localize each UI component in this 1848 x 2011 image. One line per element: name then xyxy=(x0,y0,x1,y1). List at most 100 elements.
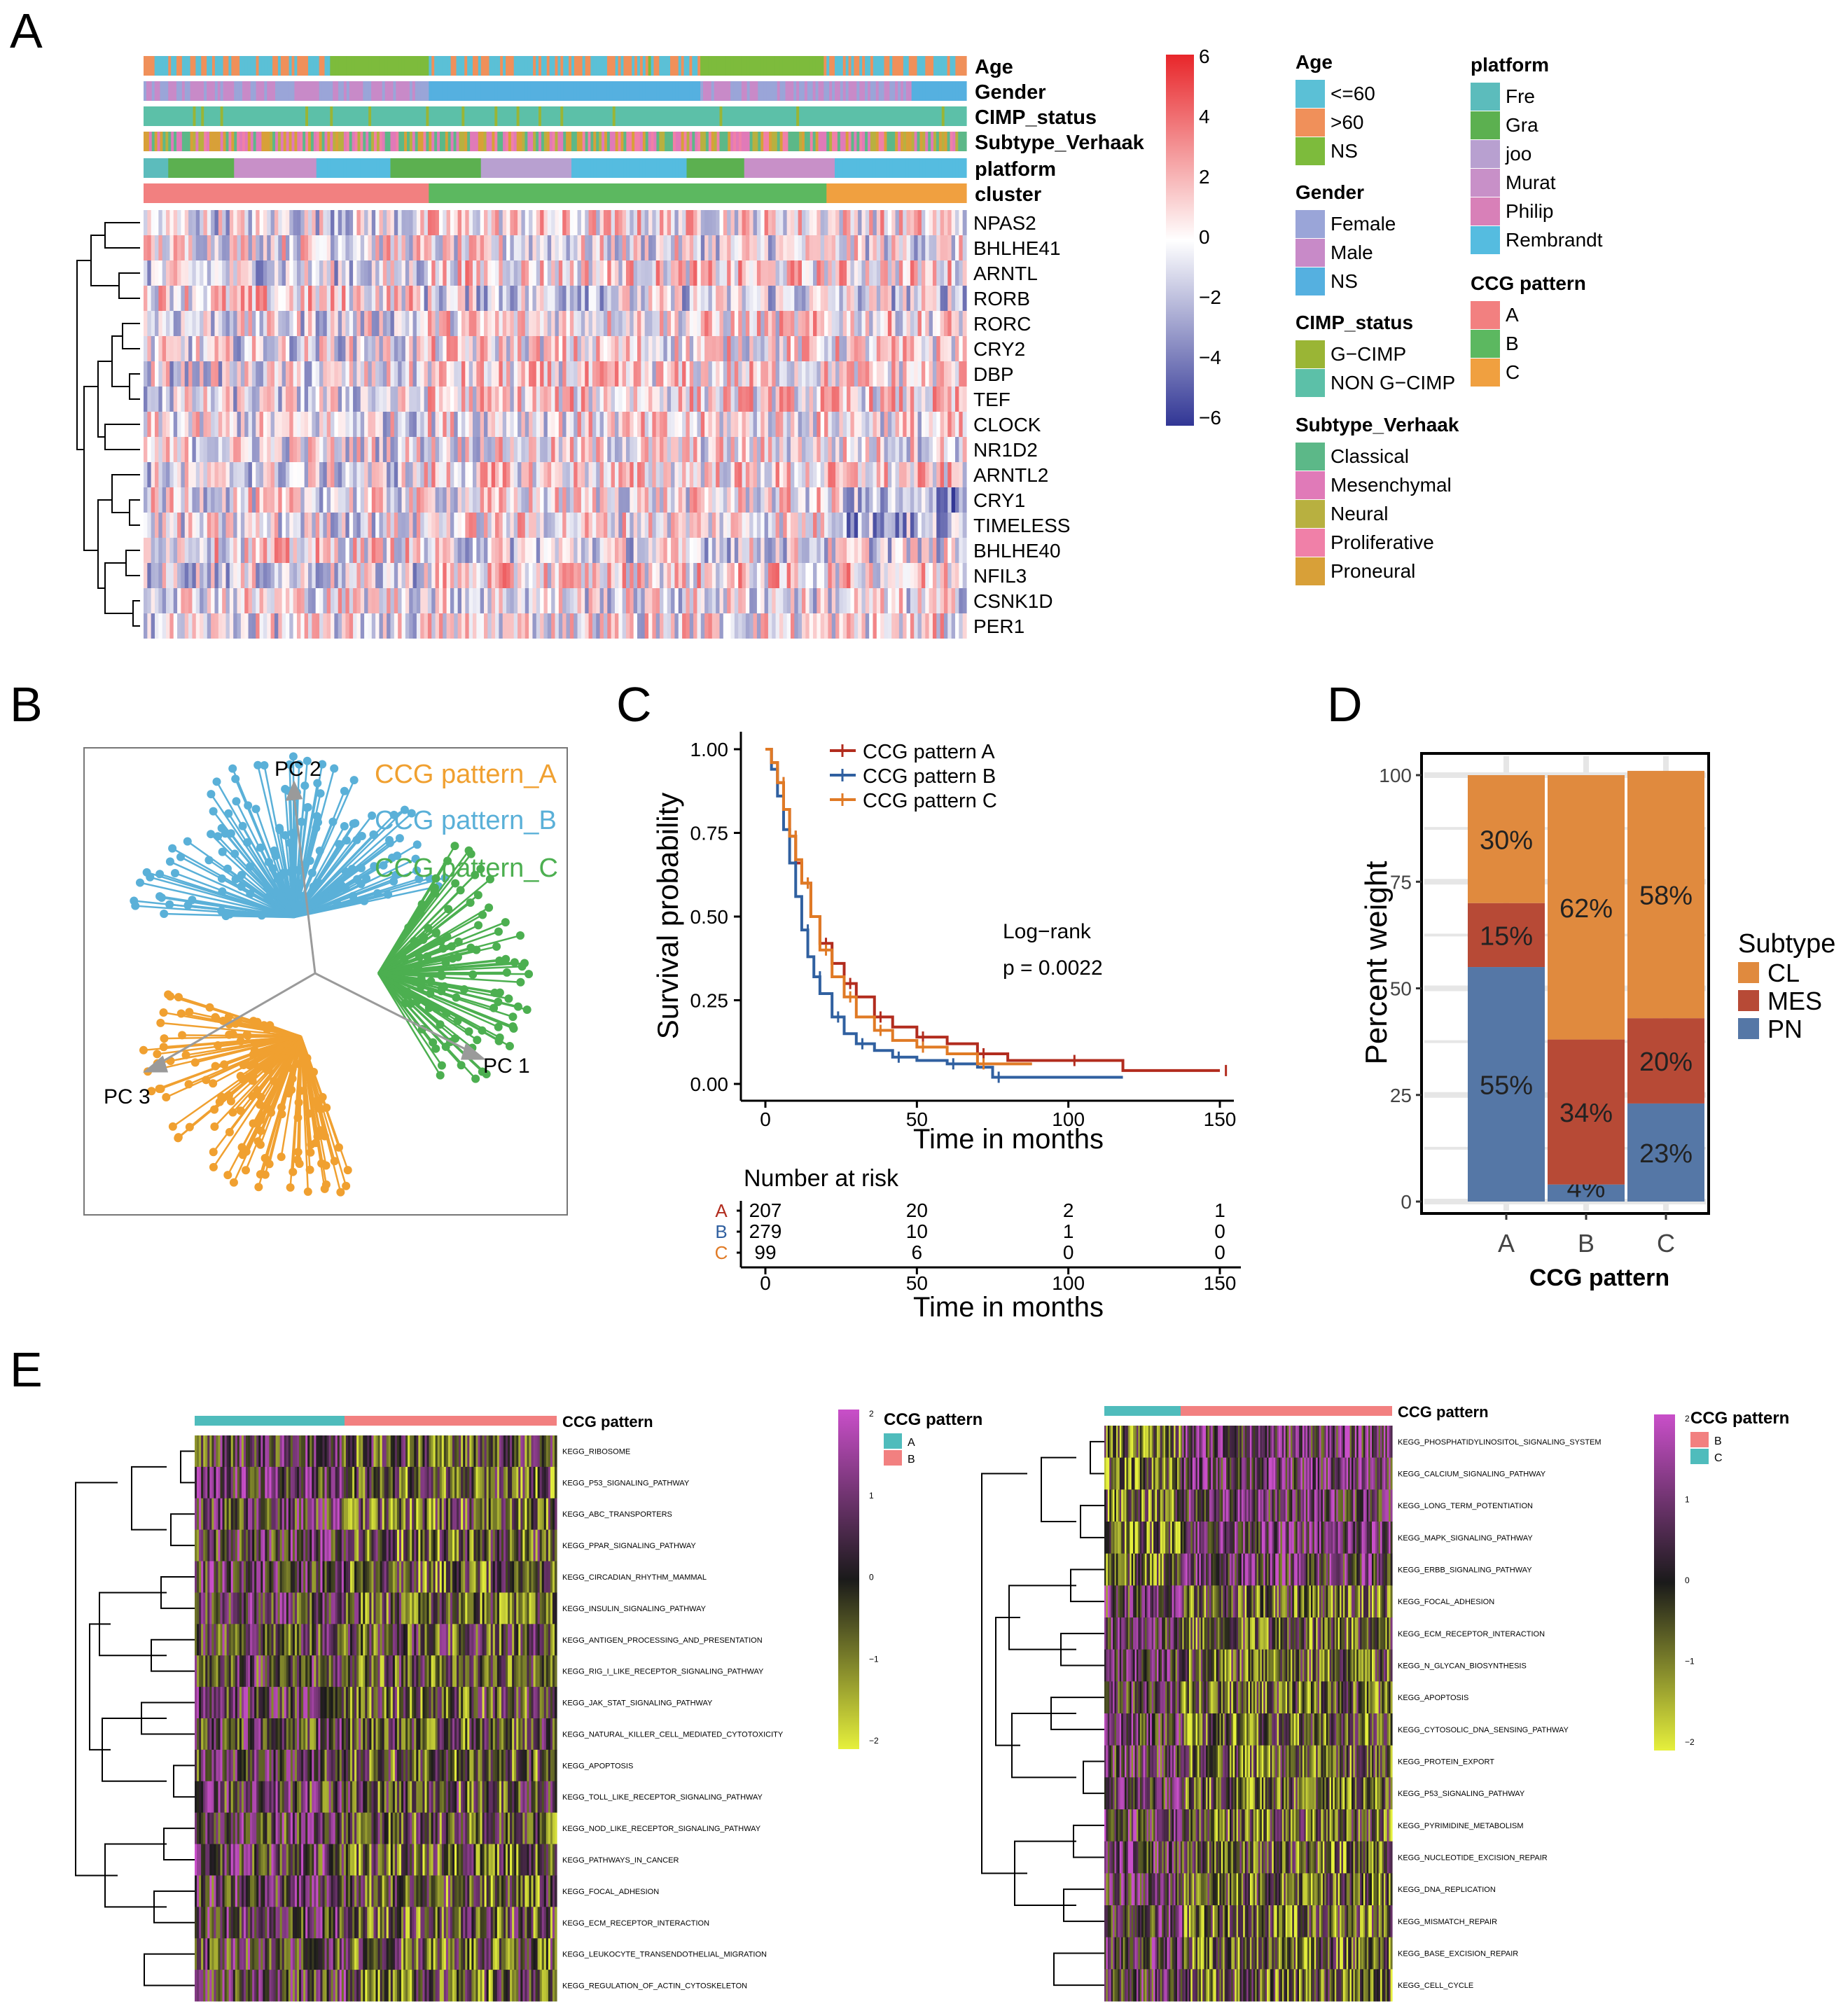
cluster-cell xyxy=(470,183,473,203)
expression-cell xyxy=(532,235,537,260)
subtype-cell xyxy=(928,132,931,151)
expression-cell xyxy=(274,487,279,513)
subtype-cell xyxy=(354,132,359,151)
expression-cell xyxy=(379,286,384,311)
expression-cell xyxy=(824,462,828,487)
subtype-cell xyxy=(272,132,276,151)
expression-cell xyxy=(603,336,608,361)
gender-cell xyxy=(596,81,599,101)
expression-cell xyxy=(387,412,391,437)
age-cell xyxy=(728,56,731,76)
expression-cell xyxy=(188,235,193,260)
expression-cell xyxy=(585,311,590,336)
expression-cell xyxy=(630,513,634,538)
cluster-cell xyxy=(256,183,260,203)
gender-cell xyxy=(670,81,674,101)
expression-cell xyxy=(405,437,410,462)
expression-cell xyxy=(524,462,529,487)
expression-cell xyxy=(820,462,825,487)
expression-cell xyxy=(678,462,683,487)
expression-cell xyxy=(947,361,952,387)
expression-cell xyxy=(802,412,806,437)
subtype-cell xyxy=(497,132,501,151)
expression-cell xyxy=(334,286,339,311)
expression-cell xyxy=(499,361,503,387)
platform-cell xyxy=(539,158,542,178)
expression-cell xyxy=(443,437,447,462)
expression-cell xyxy=(188,336,193,361)
gender-cell xyxy=(697,81,701,101)
expression-cell xyxy=(625,538,630,563)
expression-cell xyxy=(652,462,657,487)
age-cell xyxy=(741,56,745,76)
cimp-cell xyxy=(404,106,408,126)
subtype-cell xyxy=(270,132,273,151)
cimp-cell xyxy=(316,106,320,126)
expression-cell xyxy=(289,412,294,437)
expression-cell xyxy=(547,513,552,538)
subtype-cell xyxy=(144,132,147,151)
gender-cell xyxy=(848,81,852,101)
expression-cell xyxy=(607,462,612,487)
platform-cell xyxy=(711,158,715,178)
expression-cell xyxy=(304,437,309,462)
expression-cell xyxy=(390,210,395,235)
expression-cell xyxy=(412,487,417,513)
platform-cell xyxy=(851,158,855,178)
expression-cell xyxy=(521,487,526,513)
expression-cell xyxy=(282,311,286,336)
cimp-cell xyxy=(174,106,177,126)
expression-cell xyxy=(248,387,253,412)
expression-cell xyxy=(342,412,347,437)
expression-cell xyxy=(667,412,672,437)
expression-cell xyxy=(644,336,649,361)
expression-cell xyxy=(614,336,619,361)
subtype-cell xyxy=(779,132,784,151)
expression-cell xyxy=(468,412,473,437)
cimp-cell xyxy=(933,106,937,126)
expression-cell xyxy=(547,437,552,462)
age-cell xyxy=(524,56,528,76)
expression-cell xyxy=(756,260,761,286)
expression-cell xyxy=(607,538,612,563)
cluster-cell xyxy=(683,183,688,203)
expression-cell xyxy=(203,412,208,437)
expression-cell xyxy=(734,361,739,387)
expression-cell xyxy=(532,361,537,387)
expression-cell xyxy=(304,538,309,563)
expression-cell xyxy=(513,462,518,487)
expression-cell xyxy=(151,538,155,563)
expression-cell xyxy=(394,513,398,538)
expression-cell xyxy=(828,487,833,513)
expression-cell xyxy=(162,361,167,387)
cluster-cell xyxy=(195,183,199,203)
cluster-cell xyxy=(237,183,240,203)
cluster-cell xyxy=(662,183,665,203)
expression-cell xyxy=(764,538,769,563)
expression-cell xyxy=(349,387,354,412)
platform-cell xyxy=(964,158,967,178)
expression-cell xyxy=(424,487,429,513)
expression-cell xyxy=(409,235,414,260)
expression-cell xyxy=(405,235,410,260)
expression-cell xyxy=(943,437,948,462)
expression-cell xyxy=(588,361,593,387)
expression-cell xyxy=(723,235,728,260)
expression-cell xyxy=(921,513,926,538)
expression-cell xyxy=(360,210,365,235)
expression-cell xyxy=(368,462,373,487)
platform-cell xyxy=(261,158,265,178)
expression-cell xyxy=(312,538,317,563)
expression-cell xyxy=(144,462,148,487)
cimp-cell xyxy=(171,106,174,126)
cimp-cell xyxy=(818,106,822,126)
expression-cell xyxy=(382,311,387,336)
subtype-cell xyxy=(398,132,402,151)
expression-cell xyxy=(532,260,537,286)
gene-expression-heatmap xyxy=(144,210,967,639)
age-cell xyxy=(398,56,402,76)
expression-cell xyxy=(697,513,702,538)
expression-cell xyxy=(910,462,915,487)
expression-cell xyxy=(910,260,915,286)
expression-cell xyxy=(244,513,249,538)
